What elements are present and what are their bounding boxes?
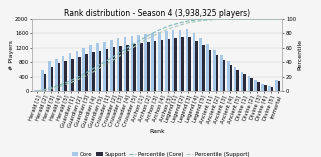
Bar [175, 38, 177, 91]
Title: Rank distribution - Season 4 (3,938,325 players): Rank distribution - Season 4 (3,938,325 … [64, 9, 250, 18]
Percentile (Core) [255, 18, 259, 20]
Bar [62, 56, 65, 91]
Line: Percentile (Core): Percentile (Core) [37, 19, 278, 91]
Bar [230, 65, 232, 91]
Bar [223, 60, 225, 91]
Bar [268, 86, 271, 91]
Bar [264, 85, 266, 91]
Bar [147, 42, 150, 91]
Bar [216, 55, 218, 91]
Bar [75, 51, 78, 91]
Bar [113, 47, 115, 91]
Percentile (Support) [45, 89, 48, 91]
Percentile (Core) [35, 90, 39, 92]
Bar [55, 59, 57, 91]
Bar [220, 55, 223, 91]
Bar [195, 41, 198, 91]
Percentile (Support) [99, 66, 103, 68]
Bar [179, 30, 181, 91]
Legend: Core, Support, Percentile (Core), Percentile (Support): Core, Support, Percentile (Core), Percen… [72, 152, 249, 157]
Bar [34, 90, 37, 91]
Bar [57, 63, 60, 91]
Bar [106, 49, 108, 91]
Bar [161, 40, 163, 91]
Bar [234, 67, 236, 91]
Bar [165, 31, 168, 91]
Bar [82, 48, 85, 91]
Bar [188, 37, 191, 91]
Percentile (Support) [276, 18, 280, 20]
Bar [271, 87, 273, 91]
Bar [275, 80, 278, 91]
Bar [241, 72, 243, 91]
X-axis label: Rank: Rank [149, 129, 165, 134]
Percentile (Core) [99, 63, 103, 65]
Bar [278, 81, 280, 91]
Bar [243, 74, 246, 91]
Bar [255, 80, 257, 91]
Bar [213, 50, 216, 91]
Percentile (Core) [45, 88, 48, 90]
Bar [158, 32, 161, 91]
Y-axis label: # Players: # Players [9, 40, 14, 70]
Bar [137, 35, 140, 91]
Bar [261, 84, 264, 91]
Bar [89, 45, 92, 91]
Bar [99, 51, 101, 91]
Bar [168, 39, 170, 91]
Bar [117, 38, 119, 91]
Bar [172, 30, 175, 91]
Y-axis label: Percentile: Percentile [298, 39, 302, 70]
Bar [85, 54, 88, 91]
Bar [236, 70, 239, 91]
Bar [69, 53, 71, 91]
Percentile (Core) [264, 18, 267, 20]
Bar [247, 76, 250, 91]
Bar [257, 82, 260, 91]
Bar [199, 38, 202, 91]
Bar [209, 50, 212, 91]
Percentile (Support) [255, 18, 259, 20]
Percentile (Support) [35, 90, 39, 92]
Bar [48, 61, 51, 91]
Bar [202, 45, 204, 91]
Bar [154, 41, 156, 91]
Bar [96, 43, 99, 91]
Bar [110, 40, 113, 91]
Bar [227, 61, 230, 91]
Bar [144, 34, 147, 91]
Bar [186, 29, 188, 91]
Bar [133, 44, 136, 91]
Bar [126, 45, 129, 91]
Bar [51, 67, 53, 91]
Bar [140, 43, 143, 91]
Percentile (Support) [49, 88, 53, 90]
Bar [131, 36, 133, 91]
Bar [206, 44, 209, 91]
Bar [103, 42, 106, 91]
Percentile (Support) [80, 77, 83, 79]
Bar [151, 33, 154, 91]
Line: Percentile (Support): Percentile (Support) [37, 19, 278, 91]
Percentile (Core) [49, 87, 53, 89]
Bar [193, 33, 195, 91]
Bar [124, 37, 126, 91]
Bar [181, 37, 184, 91]
Percentile (Core) [276, 18, 280, 20]
Bar [92, 52, 95, 91]
Bar [41, 70, 44, 91]
Bar [78, 57, 81, 91]
Percentile (Core) [80, 74, 83, 76]
Bar [250, 78, 253, 91]
Bar [44, 74, 47, 91]
Percentile (Support) [264, 18, 267, 20]
Bar [65, 61, 67, 91]
Bar [71, 59, 74, 91]
Bar [119, 46, 122, 91]
